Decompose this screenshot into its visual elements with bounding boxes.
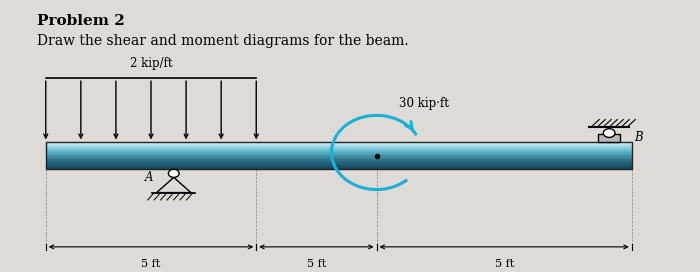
Text: A: A	[145, 171, 153, 184]
Text: Draw the shear and moment diagrams for the beam.: Draw the shear and moment diagrams for t…	[37, 35, 408, 48]
Text: 2 kip/ft: 2 kip/ft	[130, 57, 172, 70]
Bar	[46, 150, 631, 151]
Text: Problem 2: Problem 2	[37, 14, 125, 28]
Bar	[46, 167, 631, 168]
Bar	[46, 146, 631, 147]
Bar	[46, 151, 631, 152]
Bar	[46, 159, 631, 160]
Bar	[46, 152, 631, 153]
Bar	[46, 142, 631, 143]
Bar	[46, 160, 631, 161]
Bar	[46, 157, 631, 158]
Text: 30 kip·ft: 30 kip·ft	[399, 97, 449, 110]
Bar	[46, 154, 631, 155]
Bar	[46, 168, 631, 169]
Bar	[46, 156, 631, 157]
Bar	[46, 163, 631, 164]
Bar	[46, 162, 631, 163]
Bar	[46, 155, 631, 156]
Bar	[46, 161, 631, 162]
Text: 5 ft: 5 ft	[494, 259, 514, 269]
Bar	[46, 164, 631, 165]
Bar	[46, 149, 631, 150]
Text: 5 ft: 5 ft	[307, 259, 326, 269]
Text: B: B	[634, 131, 643, 144]
Bar	[46, 158, 631, 159]
Bar	[46, 166, 631, 167]
Bar	[46, 144, 631, 145]
Circle shape	[603, 129, 615, 137]
Bar	[46, 142, 631, 169]
Circle shape	[169, 169, 179, 177]
Bar	[46, 153, 631, 154]
Bar	[598, 134, 620, 142]
Bar	[46, 145, 631, 146]
Bar	[46, 165, 631, 166]
Bar	[46, 143, 631, 144]
Text: 5 ft: 5 ft	[141, 259, 160, 269]
Bar	[46, 148, 631, 149]
Bar	[46, 147, 631, 148]
